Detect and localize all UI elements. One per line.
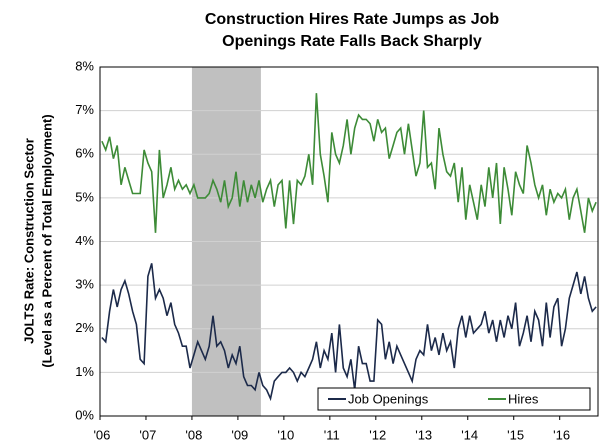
x-tick-label: '12 [369,427,386,442]
plot-frame [99,66,599,417]
x-tick-label: '09 [231,427,248,442]
y-tick-label: 1% [75,364,94,379]
x-tick-label: '13 [415,427,432,442]
y-tick-label: 8% [75,58,94,73]
y-tick-label: 4% [75,233,94,248]
y-tick-label: 5% [75,189,94,204]
y-tick-label: 0% [75,407,94,422]
y-axis-label: (Level as a Percent of Total Employment) [39,114,54,367]
y-tick-label: 3% [75,277,94,292]
chart-title: Openings Rate Falls Back Sharply [222,33,482,50]
legend-label: Hires [508,391,539,406]
x-tick-label: '16 [553,427,570,442]
x-tick-label: '14 [461,427,478,442]
x-tick-label: '11 [324,427,340,442]
y-tick-label: 7% [75,102,94,117]
x-tick-label: '15 [507,427,524,442]
x-tick-label: '06 [93,427,110,442]
chart-title: Construction Hires Rate Jumps as Job [205,11,500,28]
y-axis-label: JOLTS Rate: Construction Sector [21,138,36,344]
y-tick-label: 6% [75,146,94,161]
y-tick-label: 2% [75,320,94,335]
series-line [101,263,597,402]
legend-label: Job Openings [348,391,429,406]
x-tick-label: '08 [185,427,202,442]
x-tick-label: '10 [277,427,294,442]
x-tick-label: '07 [139,427,156,442]
legend-box [317,387,591,411]
series-line [101,93,597,233]
